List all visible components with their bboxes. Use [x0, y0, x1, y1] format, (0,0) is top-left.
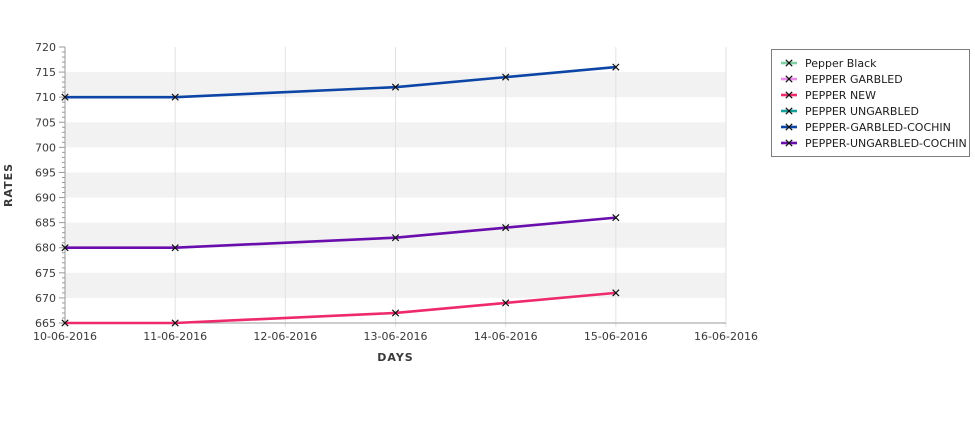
legend-line-x-marker-icon — [781, 59, 797, 67]
data-point-marker — [612, 289, 620, 297]
data-point-marker — [391, 309, 400, 317]
x-tick-label: 16-06-2016 — [694, 330, 758, 343]
y-axis-title: RATES — [2, 162, 15, 208]
data-point-marker — [612, 213, 620, 222]
legend-item-pepper-garbled: PEPPER GARBLED — [780, 71, 961, 87]
legend-item-pepper-ungarbled-cochin: PEPPER-UNGARBLED-COCHIN — [780, 135, 967, 151]
x-tick-label: 15-06-2016 — [584, 330, 648, 343]
legend-item-label: PEPPER NEW — [805, 88, 876, 102]
data-point-marker — [391, 83, 400, 91]
chart-legend: Pepper Black PEPPER GARBLED PEPPER NEW PEPP… — [771, 49, 970, 157]
data-point-marker — [502, 299, 510, 307]
y-tick-label: 720 — [35, 41, 56, 54]
y-tick-label: 665 — [35, 317, 56, 330]
data-point-marker — [171, 244, 179, 252]
legend-line-x-marker-icon — [781, 107, 797, 115]
x-tick-label: 14-06-2016 — [474, 330, 538, 343]
x-tick-label: 12-06-2016 — [253, 330, 317, 343]
legend-item-label: PEPPER-UNGARBLED-COCHIN — [805, 136, 967, 150]
data-point-marker — [61, 319, 69, 327]
data-point-marker — [612, 63, 620, 71]
y-tick-label: 695 — [35, 166, 56, 179]
data-point-marker — [171, 93, 179, 101]
y-tick-label: 670 — [35, 292, 56, 305]
y-tick-label: 675 — [35, 267, 56, 280]
y-tick-label: 705 — [35, 116, 56, 129]
data-point-marker — [61, 244, 69, 252]
y-tick-label: 680 — [35, 242, 56, 255]
legend-item-pepper-ungarbled: PEPPER UNGARBLED — [780, 103, 961, 119]
x-axis-title: DAYS — [377, 351, 414, 364]
legend-item-label: PEPPER-GARBLED-COCHIN — [805, 120, 951, 134]
legend-line-x-marker-icon — [781, 139, 797, 147]
y-tick-label: 700 — [35, 141, 56, 154]
data-point-marker — [171, 319, 179, 327]
y-tick-label: 690 — [35, 192, 56, 205]
x-tick-label: 10-06-2016 — [33, 330, 97, 343]
legend-item-pepper-new: PEPPER NEW — [780, 87, 961, 103]
legend-item-label: PEPPER UNGARBLED — [805, 104, 920, 118]
y-tick-label: 715 — [35, 66, 56, 79]
legend-item-pepper-garbled-cochin: PEPPER-GARBLED-COCHIN — [780, 119, 961, 135]
x-tick-label: 13-06-2016 — [364, 330, 428, 343]
data-point-marker — [502, 73, 510, 81]
legend-line-x-marker-icon — [781, 91, 797, 99]
x-tick-label: 11-06-2016 — [143, 330, 207, 343]
legend-item-pepper-black: Pepper Black — [780, 55, 961, 71]
legend-line-x-marker-icon — [781, 123, 797, 131]
data-point-marker — [61, 93, 69, 101]
legend-line-x-marker-icon — [781, 75, 797, 83]
y-tick-label: 710 — [35, 91, 56, 104]
data-point-marker — [502, 224, 510, 232]
y-tick-label: 685 — [35, 217, 56, 230]
legend-item-label: Pepper Black — [805, 56, 877, 70]
legend-item-label: PEPPER GARBLED — [805, 72, 903, 86]
data-point-marker — [391, 234, 400, 242]
